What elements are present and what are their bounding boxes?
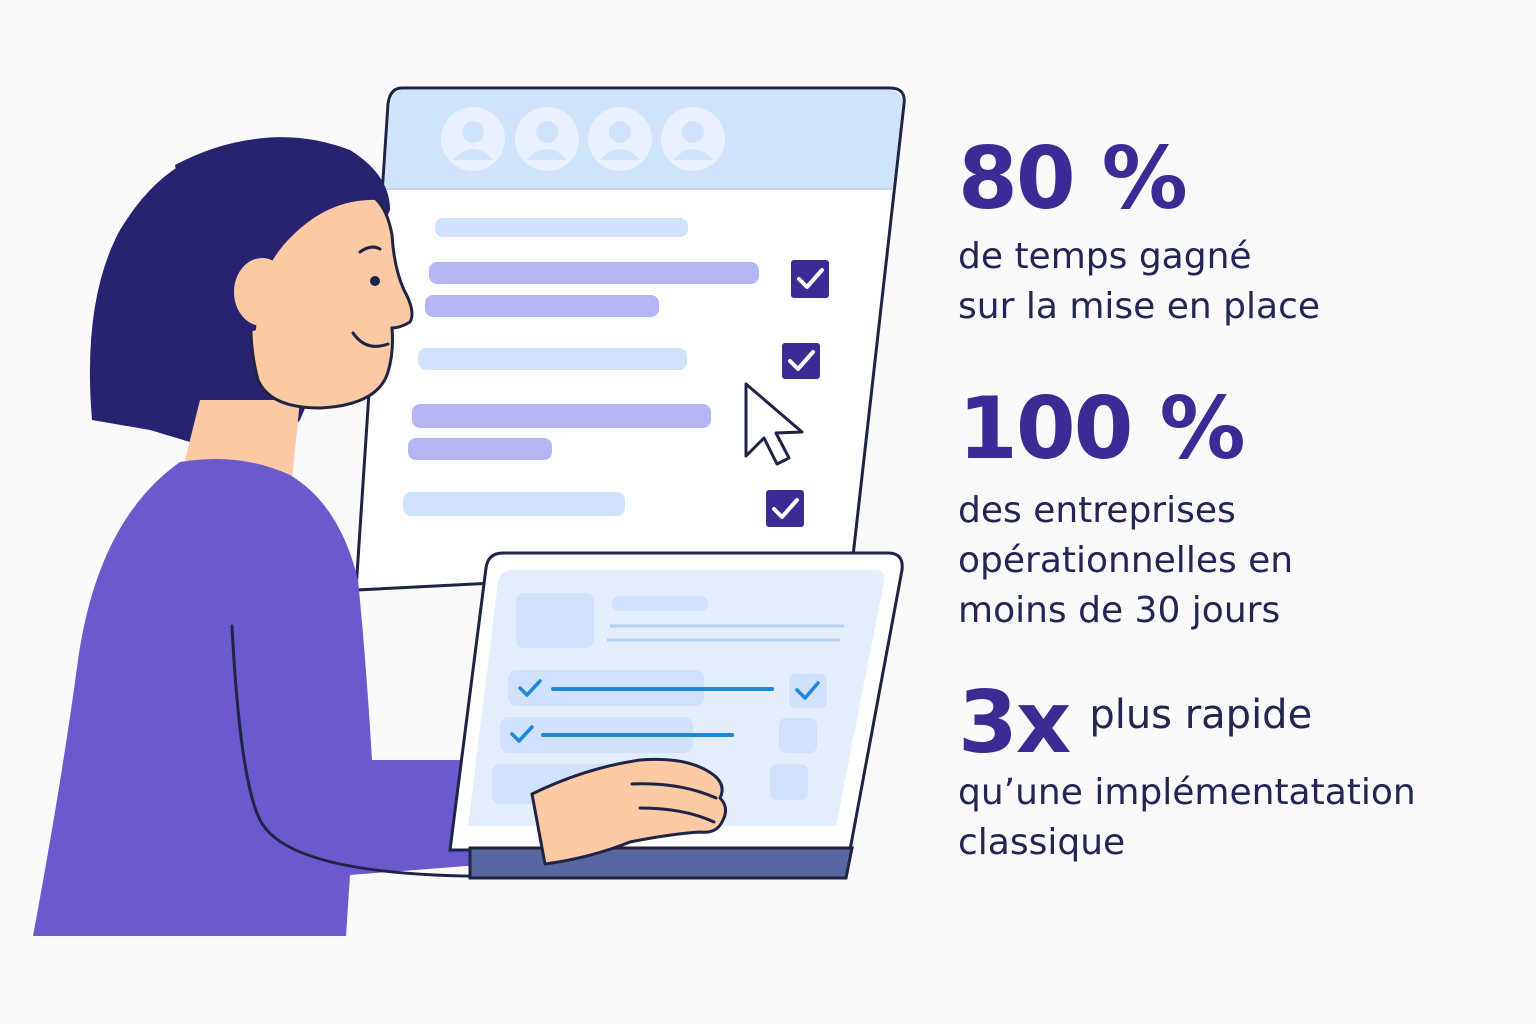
- hand: [530, 757, 727, 866]
- list-bar: [403, 492, 625, 516]
- list-bar: [412, 404, 711, 428]
- avatar-icon: [661, 107, 725, 171]
- stat-value: 80 %: [958, 129, 1188, 229]
- laptop-thumbnail: [516, 593, 594, 648]
- avatar-icon: [515, 107, 579, 171]
- checkbox-checked-icon: [782, 343, 820, 379]
- woman-figure: [33, 137, 545, 936]
- laptop-title-bar: [612, 596, 708, 611]
- list-bar: [425, 295, 659, 317]
- mouse-cursor-icon: [744, 382, 804, 466]
- stat-description: qu’une implémentatation classique: [958, 772, 1416, 863]
- stat-inline-description: plus rapide: [1089, 692, 1313, 738]
- stat-value: 100 %: [958, 379, 1246, 479]
- illustration: [33, 86, 906, 936]
- avatar-icon: [441, 107, 505, 171]
- app-window: [354, 86, 906, 592]
- list-bar: [435, 218, 688, 237]
- stat-description: des entreprises opérationnelles en moins…: [958, 490, 1294, 631]
- list-bar: [408, 438, 552, 460]
- stat-time-saved: 80 % de temps gagné sur la mise en place: [958, 136, 1320, 332]
- stat-companies-operational: 100 % des entreprises opérationnelles en…: [958, 386, 1293, 636]
- checkbox-checked-icon: [766, 490, 804, 527]
- checkbox-checked-icon: [791, 260, 829, 298]
- list-bar: [429, 262, 759, 284]
- stat-speed: 3x plus rapide qu’une implémentatation c…: [958, 680, 1416, 868]
- stat-description: de temps gagné sur la mise en place: [958, 236, 1321, 327]
- list-bar: [418, 348, 687, 370]
- avatar-icon: [588, 107, 652, 171]
- stat-value: 3x: [958, 673, 1071, 773]
- stat-headline: 3x plus rapide: [958, 680, 1416, 766]
